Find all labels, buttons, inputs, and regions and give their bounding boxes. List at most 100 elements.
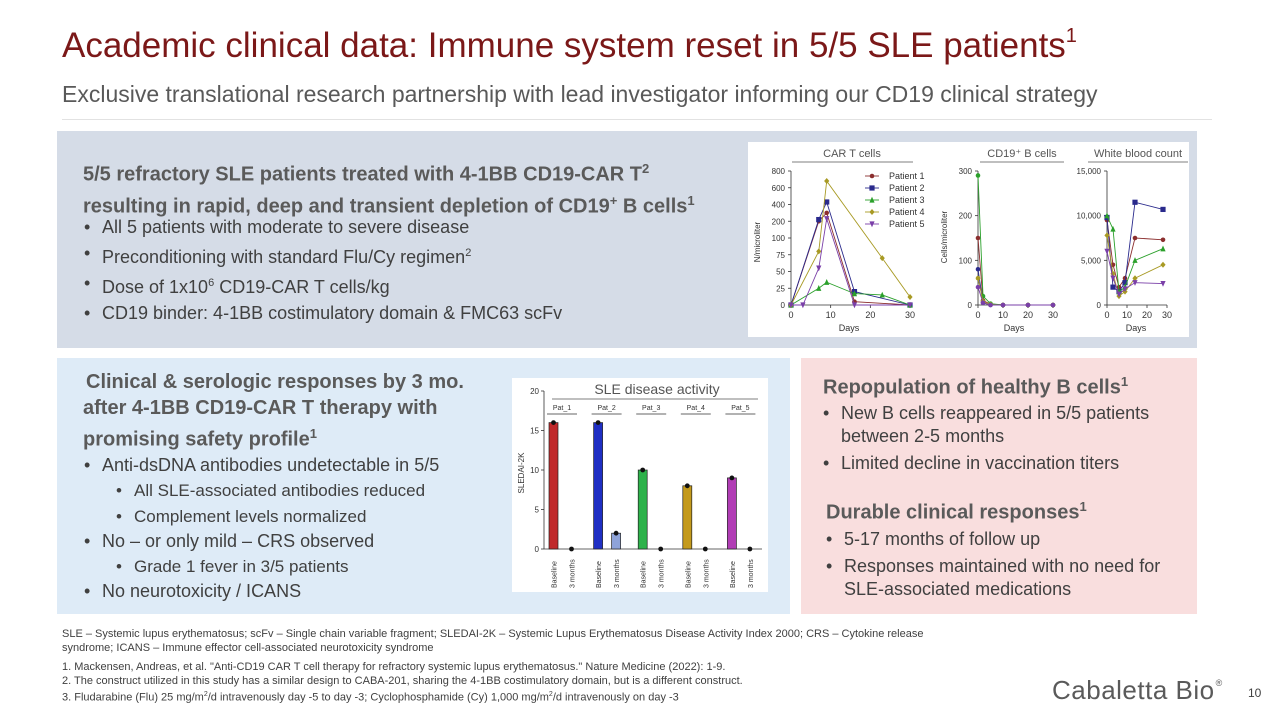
cd19-data-point (1000, 302, 1006, 308)
wbc-x-tick-label: 30 (1162, 310, 1172, 320)
legend-entry: Patient 2 (889, 183, 925, 193)
sle-x-tick-label: 3 months (659, 559, 666, 588)
wbc-data-point (1104, 212, 1110, 219)
list-item: No – or only mild – CRS observed (84, 529, 439, 555)
car-t-data-point (879, 291, 885, 298)
wbc-chart-title: White blood count (1094, 148, 1182, 160)
cd19-series-line (977, 269, 1053, 306)
sle-data-point (569, 546, 574, 552)
wbc-y-tick-label: 0 (1097, 301, 1102, 310)
cd19-chart-title: CD19⁺ B cells (987, 148, 1057, 160)
legend-entry: Patient 1 (889, 171, 925, 181)
left-panel-heading: Clinical & serologic responses by 3 mo. … (83, 371, 464, 451)
b-cell-depletion-charts: CAR T cells N/microliter Days 0 10 20 30 0 25… (748, 142, 1189, 337)
car-t-x-tick-label: 10 (826, 310, 836, 320)
sle-group-label: Pat_3 (642, 405, 660, 412)
cd19-x-tick-label: 30 (1048, 310, 1058, 320)
sle-data-point (702, 546, 708, 552)
sle-data-point (613, 530, 619, 536)
wbc-data-point (1110, 284, 1116, 290)
wbc-data-point (1132, 199, 1138, 205)
cd19-y-tick-label: 100 (959, 256, 973, 265)
car-t-data-point (788, 302, 794, 309)
car-t-y-tick-label: 75 (776, 251, 785, 260)
sle-bar (593, 422, 603, 550)
wbc-data-point (1110, 225, 1116, 232)
wbc-x-label: Days (1126, 323, 1147, 333)
wbc-y-tick-label: 15,000 (1077, 167, 1102, 176)
legend-marker (869, 221, 875, 228)
sle-bar (727, 477, 737, 550)
sle-x-tick-label: 3 months (748, 559, 755, 588)
sle-y-tick-label: 0 (535, 545, 540, 554)
wbc-x-tick-label: 20 (1142, 310, 1152, 320)
car-t-x-tick-label: 0 (788, 310, 793, 320)
wbc-data-point (1122, 280, 1128, 286)
car-t-x-tick-label: 20 (865, 310, 875, 320)
wbc-data-point (1122, 286, 1128, 293)
sle-group-label: Pat_1 (553, 405, 571, 412)
sle-data-point (684, 483, 690, 489)
cd19-data-point (988, 302, 993, 308)
car-t-data-point (800, 302, 806, 309)
wbc-series-line (1106, 235, 1164, 297)
sle-disease-activity-chart: SLE disease activity SLEDAI-2K 0 5 10 15 20 P… (512, 378, 768, 592)
list-item: Dose of 1x106 CD19-CAR T cells/kg (84, 270, 562, 300)
cd19-series-line (977, 237, 1053, 306)
sle-chart-title: SLE disease activity (594, 381, 719, 397)
list-item: Anti-dsDNA antibodies undetectable in 5/… (84, 453, 439, 479)
car-t-y-tick-label: 200 (772, 217, 786, 226)
cd19-y-tick-label: 300 (959, 167, 973, 176)
sle-x-tick-label: Baseline (685, 561, 692, 588)
sle-x-tick-label: Baseline (552, 561, 559, 588)
sle-data-point (729, 475, 735, 481)
wbc-y-tick-label: 5,000 (1081, 256, 1102, 265)
list-item: All 5 patients with moderate to severe d… (84, 214, 562, 240)
cd19-b-cells-chart: CD19⁺ B cells Cells/microliter Days 0 10 2… (940, 148, 1064, 333)
wbc-series-line (1106, 220, 1164, 289)
car-t-data-point (816, 216, 822, 223)
wbc-data-point (1110, 275, 1116, 282)
car-t-data-point (907, 293, 913, 300)
car-t-data-point (816, 265, 822, 272)
white-blood-count-chart: White blood count Days 0 10 20 30 0 5,000 10,0… (1077, 148, 1188, 333)
car-t-y-label: N/microliter (753, 221, 762, 262)
sle-bar (682, 485, 693, 550)
list-item: Limited decline in vaccination titers (823, 452, 1149, 475)
legend-marker (869, 173, 875, 179)
car-t-data-point (851, 302, 858, 309)
sle-x-tick-label: 3 months (570, 559, 577, 588)
car-t-y-tick-label: 600 (772, 184, 786, 193)
wbc-data-point (1160, 206, 1166, 213)
wbc-data-point (1116, 291, 1122, 298)
car-t-data-point (824, 199, 830, 205)
sle-group-label: Pat_4 (687, 405, 705, 412)
sle-bar (637, 469, 648, 550)
sle-x-tick-label: Baseline (730, 561, 737, 588)
car-t-data-point (816, 248, 822, 255)
title-divider (62, 119, 1212, 120)
repopulation-bullets: New B cells reappeared in 5/5 patientsbe… (823, 402, 1149, 475)
cd19-x-tick-label: 0 (975, 310, 980, 320)
cd19-data-point (980, 300, 986, 306)
depletion-charts-svg: CAR T cells N/microliter Days 0 10 20 30025… (753, 148, 1188, 333)
list-item: Preconditioning with standard Flu/Cy reg… (84, 240, 562, 270)
cd19-data-point (975, 173, 981, 178)
car-t-y-tick-label: 100 (772, 234, 786, 243)
list-item: No neurotoxicity / ICANS (84, 579, 439, 605)
legend-marker (869, 209, 875, 215)
car-t-data-point (851, 290, 858, 297)
wbc-data-point (1160, 280, 1166, 287)
abbreviations-footnote: SLE – Systemic lupus erythematosus; scFv… (62, 628, 924, 654)
wbc-data-point (1160, 237, 1166, 243)
sle-data-point (747, 546, 753, 552)
car-t-data-point (824, 210, 829, 216)
car-t-y-tick-label: 400 (772, 201, 786, 210)
car-t-data-point (816, 285, 822, 291)
sle-y-tick-label: 10 (530, 466, 539, 475)
car-t-x-label: Days (839, 323, 860, 333)
wbc-data-point (1132, 235, 1138, 241)
list-item: CD19 binder: 4-1BB costimulatory domain … (84, 300, 562, 326)
wbc-series-line (1106, 215, 1164, 293)
cd19-series-line (977, 175, 1053, 306)
